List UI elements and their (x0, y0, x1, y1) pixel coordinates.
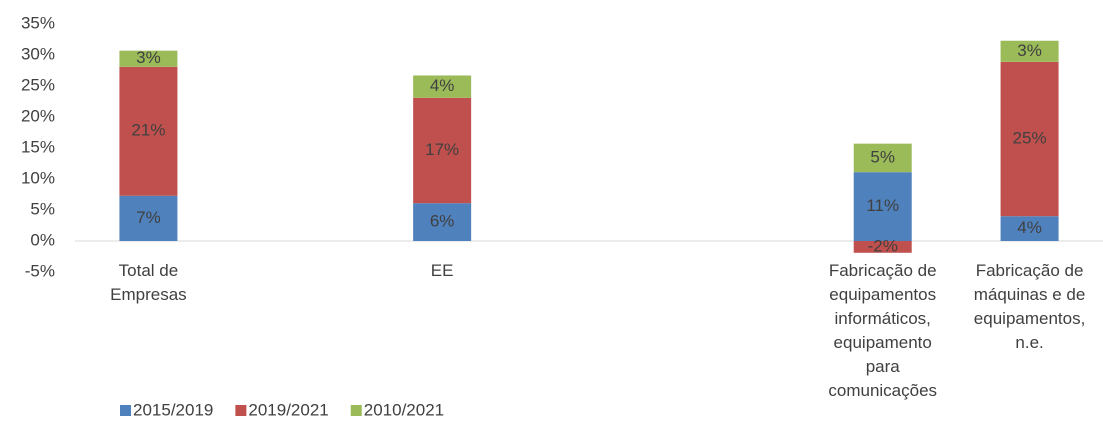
data-label: 6% (430, 212, 455, 231)
data-label: -2% (868, 236, 898, 255)
data-label: 21% (131, 121, 165, 140)
legend-swatch (120, 405, 131, 416)
y-tick-label: 10% (21, 168, 55, 187)
data-label: 3% (1017, 41, 1042, 60)
bar-segment (1000, 40, 1059, 62)
y-tick-label: -5% (25, 261, 55, 280)
y-tick-label: 15% (21, 137, 55, 156)
y-tick-label: 0% (30, 230, 55, 249)
y-tick-label: 30% (21, 44, 55, 63)
x-tick-label: Fabricação de máquinas e de equipamentos, n… (974, 261, 1086, 352)
bar-segment (1000, 61, 1059, 217)
bar-segment (119, 50, 178, 67)
bar-segment (853, 241, 912, 253)
legend-label: 2015/2019 (133, 400, 213, 419)
bar-segment (853, 143, 912, 173)
data-label: 4% (430, 76, 455, 95)
bar-segment (1000, 216, 1059, 241)
bar-segment (853, 172, 912, 241)
legend-swatch (235, 405, 247, 416)
y-tick-label: 20% (21, 106, 55, 125)
y-tick-label: 25% (21, 75, 55, 94)
data-label: 17% (425, 140, 459, 159)
data-label: 25% (1013, 128, 1047, 147)
legend-swatch (350, 405, 362, 416)
data-label: 11% (866, 196, 899, 215)
data-label: 7% (136, 208, 161, 227)
x-tick-label: EE (431, 261, 454, 280)
y-tick-label: 5% (30, 199, 55, 218)
data-label: 5% (870, 147, 895, 166)
bar-segment (119, 195, 178, 241)
legend-label: 2019/2021 (248, 400, 328, 419)
bar-segment (119, 66, 178, 196)
bar-segment (413, 75, 472, 98)
legend-label: 2010/2021 (364, 400, 444, 419)
x-tick-label: Fabricação de equipamentos informáticos, eq… (828, 261, 937, 400)
bar-segment (413, 203, 472, 241)
data-label: 4% (1017, 218, 1042, 237)
y-tick-label: 35% (21, 13, 55, 32)
bar-segment (413, 97, 472, 204)
x-tick-label: Total de Empresas (110, 261, 187, 304)
data-label: 3% (136, 48, 161, 67)
